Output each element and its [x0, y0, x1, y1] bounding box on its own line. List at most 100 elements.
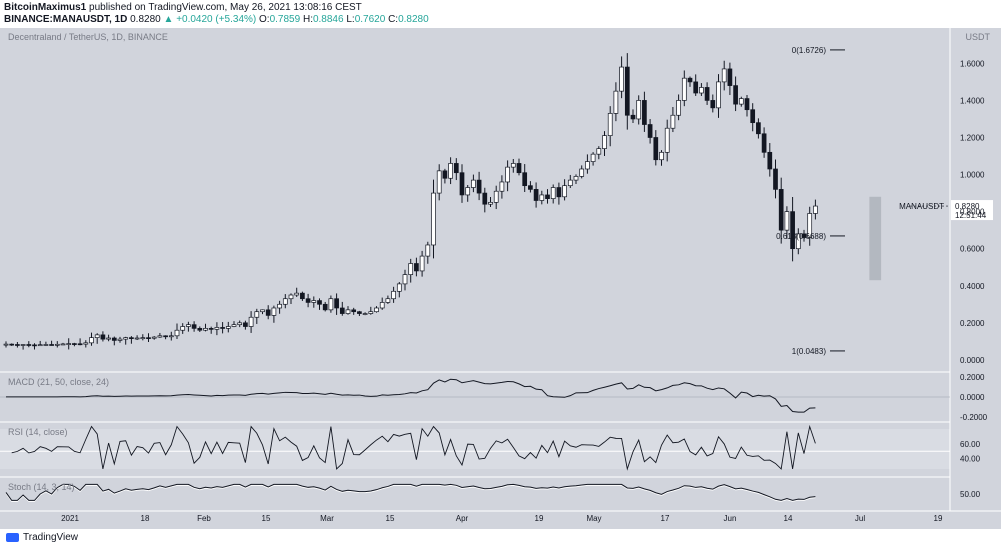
- candle-body: [499, 181, 505, 192]
- candle-body: [550, 187, 556, 199]
- chart-area[interactable]: Decentraland / TetherUS, 1D, BINANCE USD…: [0, 28, 1001, 529]
- time-tick-label: Apr: [456, 514, 469, 523]
- candle-body: [265, 309, 271, 316]
- candle-body: [567, 179, 573, 187]
- candle-body: [157, 335, 163, 338]
- symbol-label: BINANCE:MANAUSDT, 1D: [4, 14, 128, 25]
- candle-body: [556, 187, 562, 198]
- candle-body: [123, 337, 129, 340]
- chart-title: Decentraland / TetherUS, 1D, BINANCE: [8, 32, 168, 42]
- candle-body: [237, 322, 243, 326]
- tradingview-logo[interactable]: TradingView: [6, 532, 78, 543]
- candle-body: [134, 337, 140, 340]
- candle-body: [9, 343, 15, 346]
- candle-body: [317, 300, 322, 305]
- candle-body: [807, 213, 813, 238]
- candle-body: [208, 328, 214, 330]
- price-tick-label: 1.0000: [960, 171, 985, 180]
- candle-body: [670, 114, 676, 129]
- candle-body: [761, 133, 767, 153]
- publish-line: BitcoinMaximus1 published on TradingView…: [4, 2, 362, 13]
- low-label: L:: [346, 14, 355, 25]
- time-tick-label: 15: [262, 514, 271, 523]
- candle-body: [197, 328, 203, 331]
- candle-body: [562, 185, 567, 198]
- candle-body: [391, 290, 396, 300]
- candle-body: [681, 77, 687, 101]
- candle-body: [813, 205, 818, 214]
- candle-body: [203, 328, 208, 331]
- candle-body: [602, 135, 607, 149]
- candle-body: [66, 343, 72, 345]
- time-tick-label: 14: [784, 514, 793, 523]
- candle-body: [756, 122, 761, 135]
- candle-body: [750, 109, 756, 124]
- candle-body: [448, 163, 453, 179]
- candle-body: [659, 151, 664, 161]
- candle-body: [790, 211, 795, 250]
- candle-body: [163, 335, 168, 338]
- macd-line: [5, 378, 816, 413]
- candle-body: [351, 309, 357, 313]
- time-tick-label: Feb: [197, 514, 211, 523]
- price-tick-label: 0.2000: [960, 319, 985, 328]
- candle-body: [716, 81, 721, 109]
- time-tick-label: 19: [934, 514, 943, 523]
- candle-body: [710, 100, 716, 109]
- candle-body: [533, 189, 539, 201]
- candle-body: [630, 114, 636, 120]
- candle-body: [476, 179, 482, 194]
- tradingview-logo-icon: [6, 533, 19, 542]
- candle-body: [146, 337, 151, 339]
- candle-body: [419, 255, 425, 272]
- candle-body: [300, 292, 305, 300]
- candle-body: [260, 309, 265, 313]
- time-tick-label: Jul: [855, 514, 865, 523]
- candle-body: [727, 68, 733, 86]
- candle-body: [522, 172, 528, 187]
- candle-body: [516, 163, 522, 174]
- time-tick-label: 18: [141, 514, 150, 523]
- candle-body: [459, 172, 465, 196]
- published-text: published on TradingView.com, May 26, 20…: [89, 2, 362, 13]
- candle-body: [773, 168, 778, 190]
- ohlc-line: BINANCE:MANAUSDT, 1D 0.8280 ▲ +0.0420 (+…: [4, 14, 429, 25]
- fib-level-label: 0.618(0.6688): [776, 232, 826, 241]
- candle-body: [168, 335, 174, 338]
- up-arrow-icon: ▲: [163, 14, 174, 25]
- candle-body: [379, 302, 385, 309]
- time-tick-label: Mar: [320, 514, 334, 523]
- candle-body: [94, 334, 100, 338]
- candle-body: [220, 327, 225, 329]
- candle-body: [733, 85, 738, 105]
- candle-body: [288, 294, 294, 300]
- macd-tick-label: -0.2000: [960, 413, 988, 422]
- candle-body: [385, 298, 391, 303]
- open-label: O:: [259, 14, 270, 25]
- candle-body: [699, 87, 704, 94]
- fib-level-label: 1(0.0483): [792, 347, 827, 356]
- candle-body: [607, 113, 613, 136]
- candle-body: [140, 337, 146, 339]
- price-label-symbol: MANAUSDT: [899, 202, 944, 211]
- price-tick-label: 1.4000: [960, 96, 985, 105]
- time-tick-label: 2021: [61, 514, 79, 523]
- candle-body: [647, 124, 653, 138]
- candle-body: [687, 77, 693, 83]
- rsi-title: RSI (14, close): [8, 427, 68, 437]
- price-label-value: 0.8280: [955, 202, 980, 211]
- candle-body: [636, 100, 642, 120]
- candle-body: [282, 298, 288, 305]
- candle-body: [653, 137, 659, 161]
- candle-body: [585, 161, 590, 170]
- candle-body: [54, 343, 60, 346]
- candle-body: [26, 344, 32, 346]
- candle-body: [60, 343, 66, 346]
- author-name[interactable]: BitcoinMaximus1: [4, 2, 87, 13]
- high-value: 0.8846: [312, 14, 344, 25]
- candle-body: [368, 311, 374, 314]
- time-tick-label: May: [586, 514, 601, 523]
- candle-body: [111, 337, 117, 341]
- chart-canvas[interactable]: Decentraland / TetherUS, 1D, BINANCE USD…: [0, 28, 1001, 529]
- candle-body: [493, 190, 499, 203]
